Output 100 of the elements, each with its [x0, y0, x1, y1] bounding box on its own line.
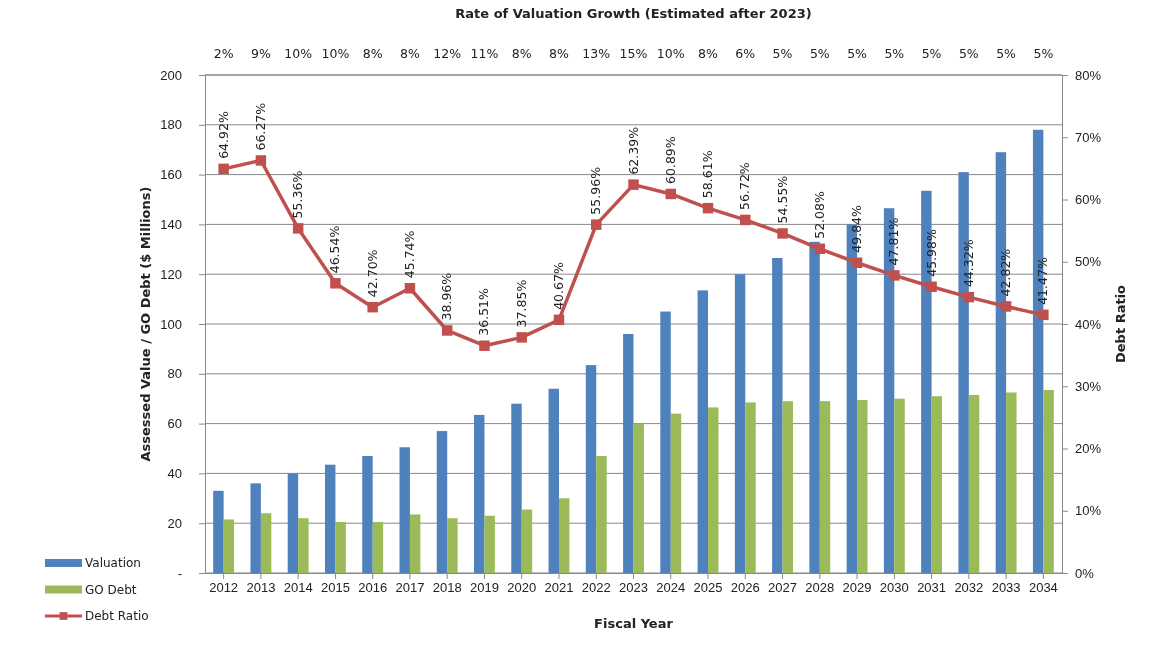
- bar: [213, 490, 224, 573]
- text: 2%: [213, 46, 234, 61]
- x-tick-label: 2024: [656, 580, 686, 595]
- y2-tick-label: 30%: [1075, 378, 1102, 394]
- point: [926, 281, 937, 293]
- point: [628, 179, 639, 190]
- text: 5%: [884, 46, 905, 61]
- x-tick-label: 2023: [619, 580, 648, 595]
- bar: [623, 333, 634, 573]
- point: [367, 301, 378, 313]
- text: 13%: [582, 46, 611, 61]
- y-tick-label: 60: [167, 416, 182, 432]
- y2-tick-label: 20%: [1075, 441, 1102, 457]
- point: [218, 163, 229, 175]
- x-tick-label: 2026: [730, 580, 760, 595]
- point: [404, 283, 416, 294]
- bar: [548, 388, 559, 573]
- bar: [399, 447, 410, 573]
- bar: [474, 414, 485, 573]
- bar: [484, 515, 495, 573]
- data-label: 55.36%: [290, 170, 306, 219]
- data-label: 45.74%: [401, 230, 417, 279]
- bar: [809, 241, 820, 573]
- point: [292, 223, 304, 234]
- point: [777, 228, 788, 239]
- point: [591, 219, 602, 230]
- chart-title: Rate of Valuation Growth (Estimated after 2023): [455, 6, 812, 21]
- bar: [782, 401, 793, 573]
- x-tick-label: 2016: [358, 580, 388, 595]
- legend-label: Debt Ratio: [85, 609, 149, 623]
- y-tick-label: 80: [167, 366, 182, 382]
- point: [1038, 309, 1049, 321]
- data-label: 40.67%: [550, 262, 566, 310]
- x-tick-label: 2027: [768, 580, 797, 595]
- text: 8%: [511, 46, 532, 61]
- data-label: 38.96%: [439, 272, 455, 321]
- text: 6%: [735, 46, 756, 61]
- bar: [819, 401, 831, 573]
- text: 10%: [321, 46, 350, 61]
- point: [516, 332, 527, 343]
- text: 5%: [1033, 46, 1054, 61]
- y2-tick-label: 70%: [1075, 129, 1102, 145]
- bar: [335, 521, 346, 573]
- bar: [1043, 389, 1054, 573]
- data-label: 60.89%: [662, 136, 678, 184]
- data-label: 66.27%: [252, 102, 268, 151]
- x-tick-label: 2025: [693, 580, 723, 595]
- bar: [372, 521, 384, 573]
- data-label: 62.39%: [625, 126, 641, 175]
- bar: [260, 513, 272, 573]
- bar: [585, 365, 597, 573]
- y2-tick-label: 0%: [1075, 565, 1095, 581]
- data-label: 37.85%: [513, 279, 529, 328]
- legend-label: Valuation: [85, 556, 141, 570]
- data-label: 64.92%: [215, 111, 231, 159]
- bar: [697, 290, 709, 573]
- bar: [660, 311, 671, 573]
- x-tick-label: 2029: [842, 580, 872, 595]
- x-tick-label: 2018: [432, 580, 462, 595]
- bar: [734, 274, 746, 573]
- bar: [409, 514, 421, 573]
- data-label: 36.51%: [476, 287, 492, 336]
- text: 5%: [772, 46, 793, 61]
- x-tick-label: 2033: [991, 580, 1021, 595]
- text: 9%: [250, 46, 271, 61]
- y-tick-label: 140: [160, 217, 182, 233]
- y-axis-title: Assessed Value / GO Debt ($ Millions): [138, 186, 153, 462]
- bar: [298, 518, 309, 573]
- data-label: 54.55%: [774, 175, 790, 224]
- x-tick-label: 2020: [507, 580, 537, 595]
- bar: [894, 398, 905, 573]
- data-label: 58.61%: [700, 150, 716, 199]
- legend-label: GO Debt: [85, 582, 137, 597]
- bar: [287, 473, 299, 573]
- text: 10%: [656, 46, 685, 61]
- bar: [521, 509, 533, 573]
- point: [814, 243, 826, 255]
- data-label: 55.96%: [588, 166, 604, 215]
- point: [963, 291, 975, 303]
- bar: [931, 396, 943, 573]
- y2-tick-label: 80%: [1075, 67, 1102, 83]
- data-label: 47.81%: [886, 217, 902, 266]
- bar: [436, 431, 448, 573]
- bar: [1006, 392, 1017, 573]
- y2-tick-label: 50%: [1075, 254, 1102, 270]
- bar: [708, 407, 719, 573]
- x-tick-label: 2031: [917, 580, 947, 595]
- point: [851, 257, 863, 268]
- x-tick-label: 2012: [209, 580, 239, 595]
- point: [330, 278, 341, 289]
- y2-tick-label: 60%: [1075, 192, 1102, 208]
- bar: [670, 413, 682, 573]
- text: 5%: [958, 46, 979, 61]
- y-tick-label: 100: [160, 316, 182, 332]
- y-tick-label: 20: [167, 515, 182, 531]
- y-tick-label: 160: [160, 167, 182, 183]
- text: 5%: [847, 46, 868, 61]
- text: 5%: [809, 46, 830, 61]
- x-tick-label: 2030: [879, 580, 909, 595]
- data-label: 45.98%: [923, 228, 939, 277]
